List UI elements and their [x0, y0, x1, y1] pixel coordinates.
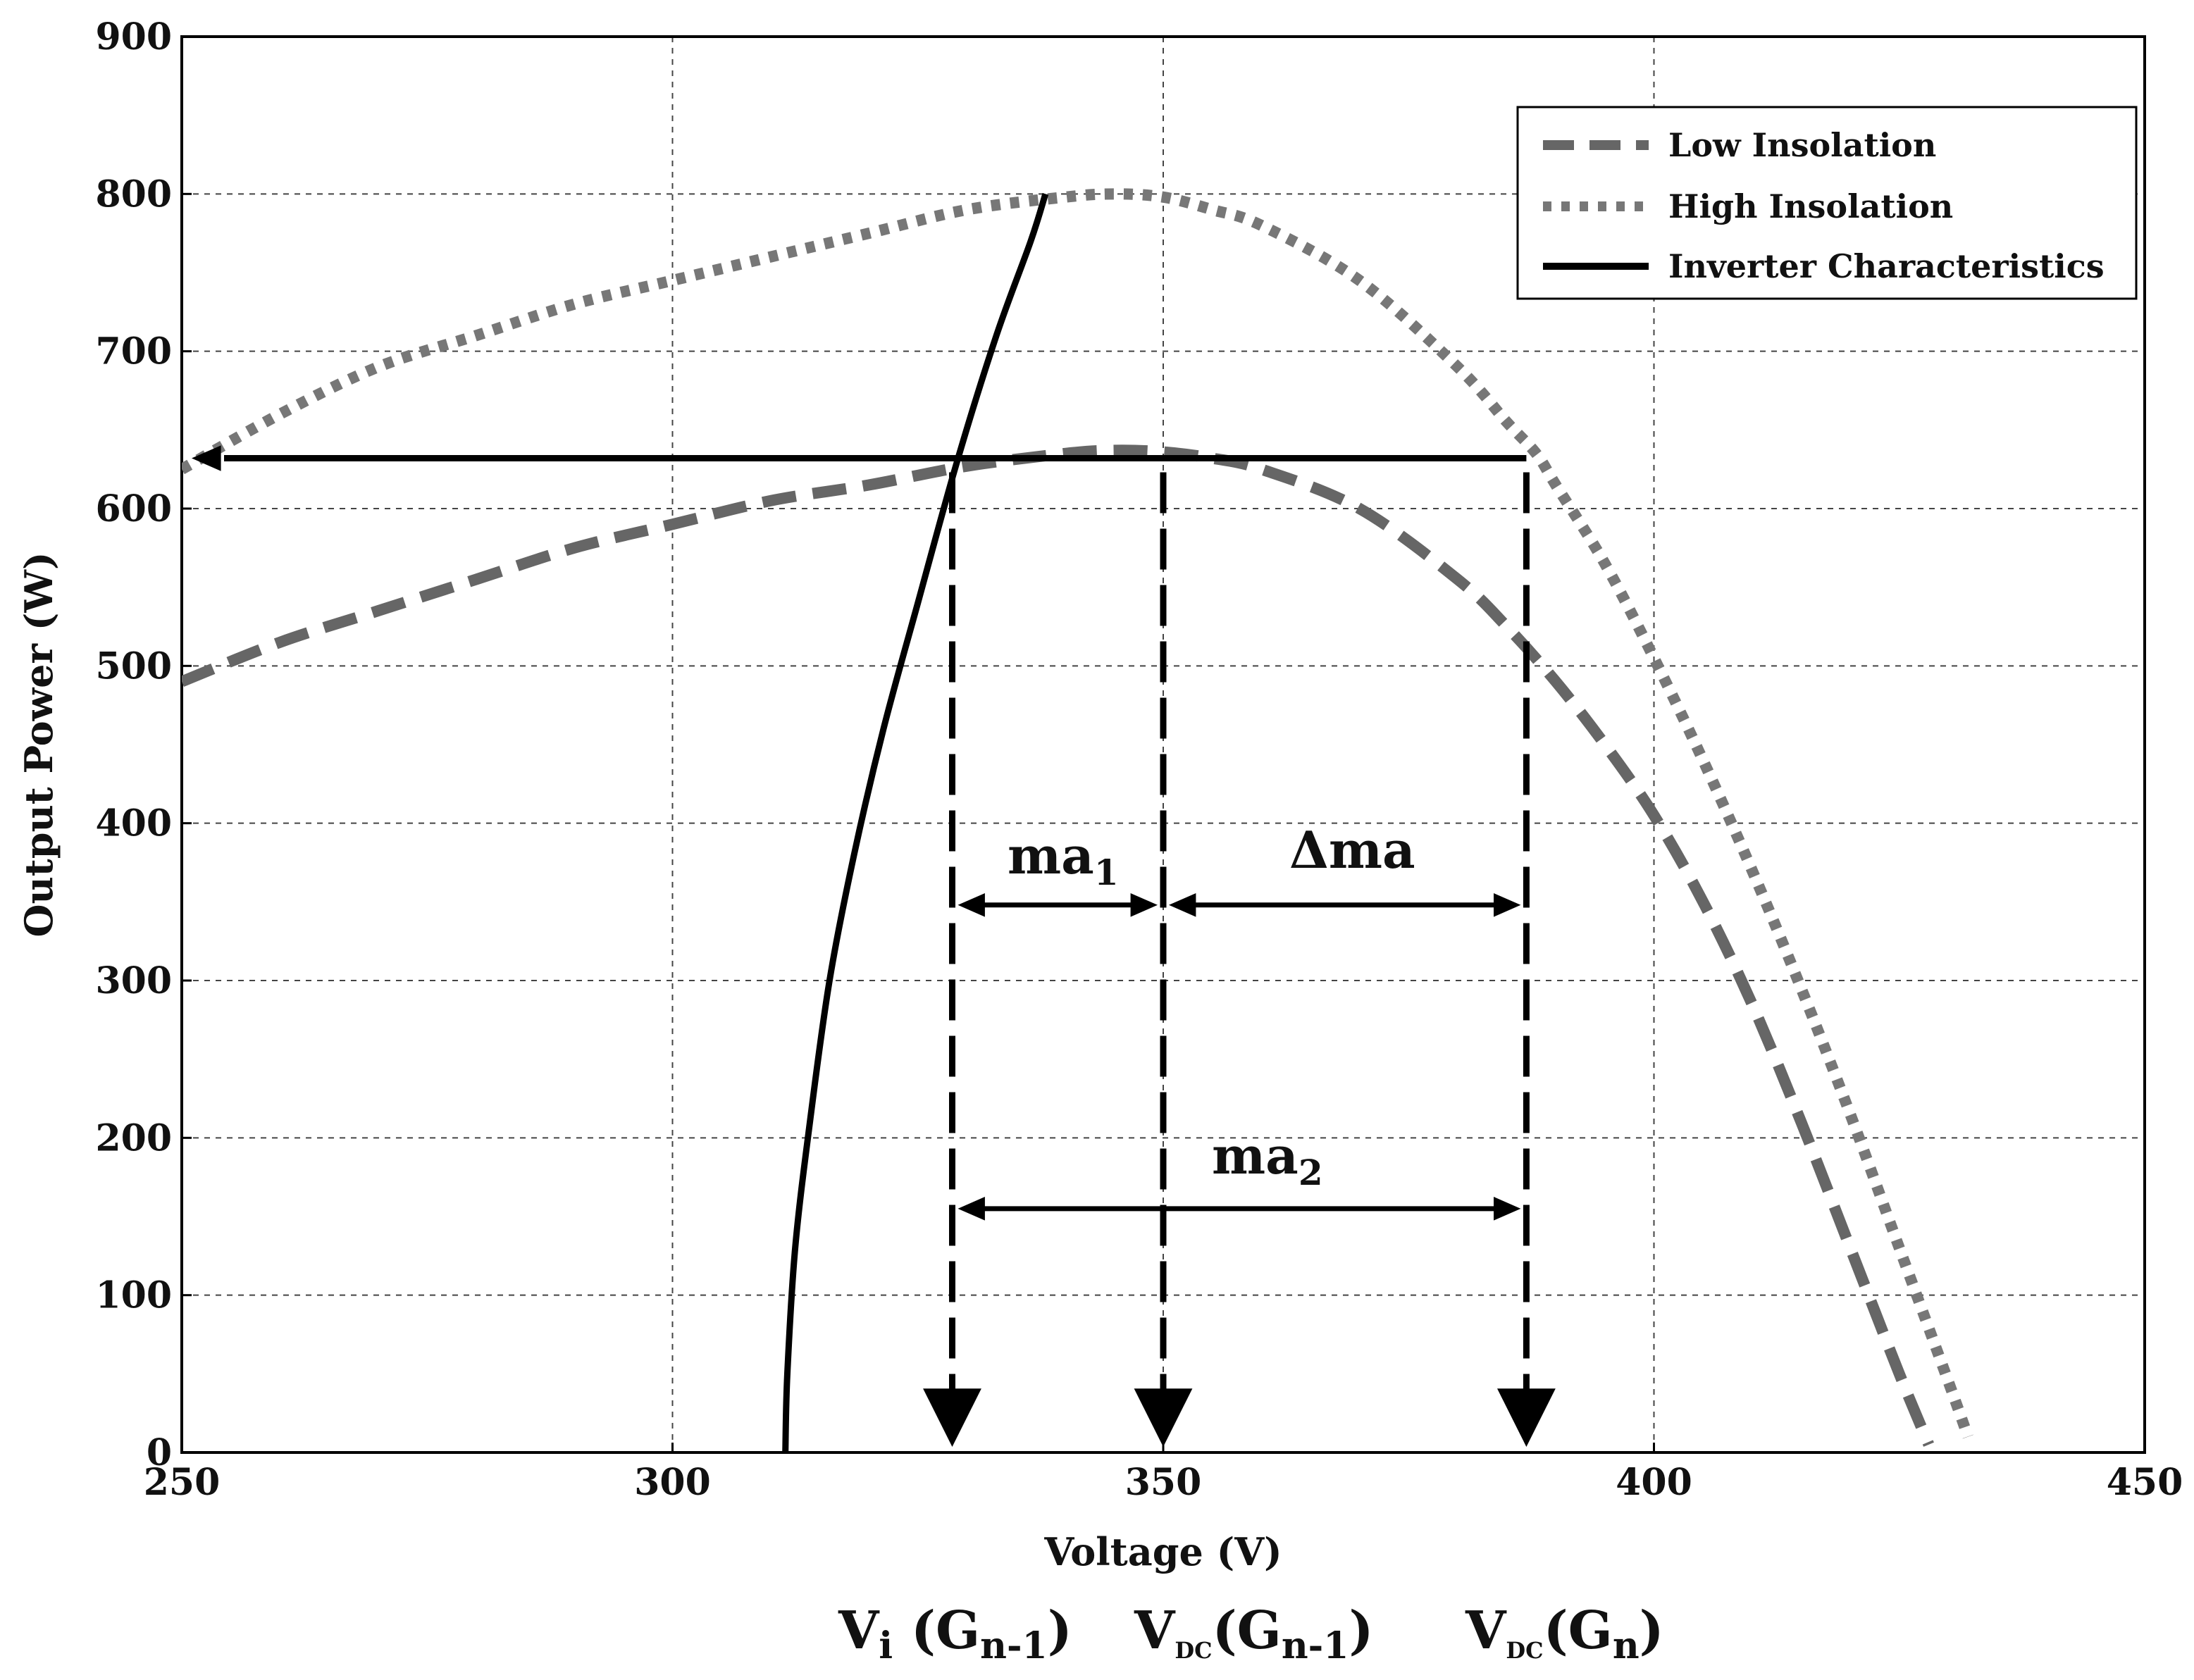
- y-tick-label-0: 0: [147, 1431, 172, 1474]
- x-axis-label: Voltage (V): [1043, 1529, 1282, 1574]
- label-vdc-gn: VDC(Gn): [1465, 1600, 1664, 1667]
- series-layer: [182, 188, 1973, 1452]
- delta-ma-arrow-head-left: [1169, 893, 1196, 917]
- annotations: [192, 445, 1556, 1447]
- series-high-insolation: [182, 188, 1973, 1439]
- y-tick-label-900: 900: [95, 15, 172, 58]
- legend: Low Insolation High Insolation Inverter …: [1516, 106, 2138, 300]
- x-tick-label-350: 350: [1125, 1461, 1202, 1504]
- ma2-arrow-head-left: [957, 1197, 985, 1221]
- y-tick-label-300: 300: [95, 959, 172, 1002]
- x-tick-label-400: 400: [1616, 1461, 1692, 1504]
- legend-label-inverter: Inverter Characteristics: [1668, 247, 2105, 285]
- horizontal-power-arrowhead: [192, 445, 221, 471]
- ma1-arrow-head-right: [1130, 893, 1158, 917]
- ma2-arrow-head-right: [1494, 1197, 1521, 1221]
- y-tick-label-400: 400: [95, 802, 172, 845]
- vertical-marker-arrowhead-1: [923, 1388, 981, 1447]
- label-ma1: ma1: [1008, 826, 1119, 893]
- series-inverter-characteristics: [782, 192, 1049, 1452]
- series-low-insolation: [182, 444, 1934, 1447]
- label-delta-ma: Δma: [1289, 820, 1415, 880]
- x-tick-label-250: 250: [144, 1461, 221, 1504]
- y-tick-label-200: 200: [95, 1116, 172, 1159]
- vertical-marker-arrowhead-2: [1134, 1388, 1193, 1447]
- label-vi-gn-1: Vi (Gn-1): [838, 1600, 1072, 1667]
- x-tick-label-300: 300: [634, 1461, 711, 1504]
- delta-ma-arrow-head-right: [1494, 893, 1521, 917]
- y-tick-label-700: 700: [95, 330, 172, 373]
- y-tick-label-800: 800: [95, 173, 172, 216]
- tick-labels: 250 300 350 400 450 0 100 200 300 400 500 600 700 800…: [95, 15, 2183, 1504]
- y-axis-label: Output Power (W): [16, 552, 61, 937]
- legend-label-high: High Insolation: [1668, 187, 1953, 225]
- y-tick-label-500: 500: [95, 645, 172, 687]
- label-vdc-gn-1: VDC(Gn-1): [1134, 1600, 1373, 1667]
- y-tick-label-600: 600: [95, 487, 172, 530]
- ma1-arrow-head-left: [957, 893, 985, 917]
- legend-label-low: Low Insolation: [1668, 126, 1936, 164]
- x-tick-label-450: 450: [2107, 1461, 2183, 1504]
- y-tick-label-100: 100: [95, 1274, 172, 1317]
- label-ma2: ma2: [1212, 1126, 1323, 1193]
- vertical-marker-arrowhead-3: [1497, 1388, 1556, 1447]
